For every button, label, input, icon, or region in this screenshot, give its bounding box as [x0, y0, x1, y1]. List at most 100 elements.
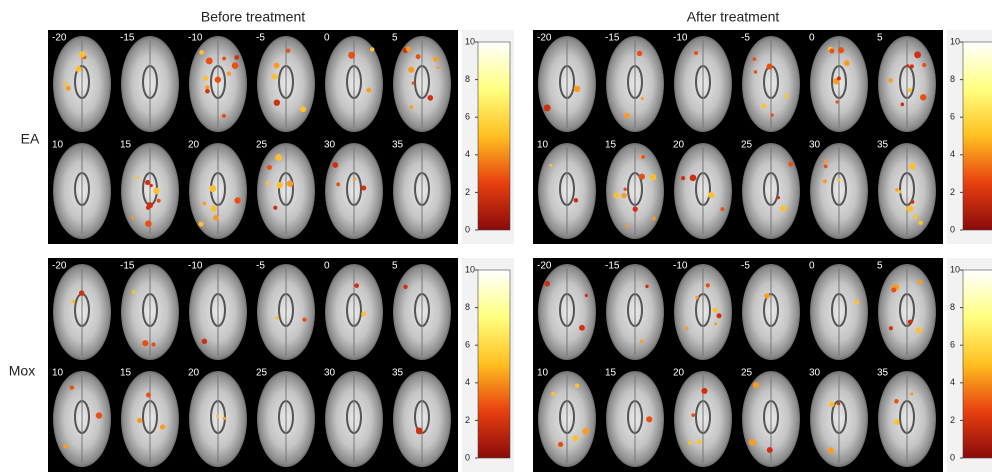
- slice-label: -10: [188, 33, 203, 44]
- slice-label: 25: [741, 140, 753, 151]
- slice-label: -10: [673, 261, 688, 272]
- activation: [918, 220, 923, 225]
- colorbar-tick-label: 4: [950, 377, 955, 387]
- activation: [151, 342, 155, 346]
- activation: [767, 447, 773, 453]
- colorbar-tick-label: 0: [950, 452, 955, 462]
- activation: [332, 162, 338, 168]
- activation: [633, 206, 638, 211]
- activation: [198, 221, 203, 226]
- colorbar-tick-label: 8: [950, 302, 955, 312]
- activation: [549, 164, 552, 167]
- activation: [202, 202, 206, 206]
- slice-label: 10: [537, 140, 549, 151]
- activation: [96, 412, 102, 418]
- activation: [911, 200, 915, 204]
- activation: [302, 317, 306, 321]
- activation: [427, 95, 433, 101]
- activation: [213, 215, 219, 221]
- column-title: After treatment: [687, 9, 780, 25]
- colorbar-tick-label: 2: [465, 415, 470, 425]
- activation: [646, 416, 652, 422]
- slice-label: -5: [256, 261, 265, 272]
- activation: [544, 281, 550, 287]
- activation: [695, 296, 698, 299]
- activation: [137, 418, 142, 423]
- slice-label: -10: [188, 261, 203, 272]
- activation: [909, 163, 916, 170]
- activation: [361, 185, 366, 190]
- activation: [770, 113, 773, 116]
- activation: [408, 67, 414, 73]
- activation: [287, 181, 293, 187]
- activation: [274, 63, 280, 69]
- activation: [575, 384, 579, 388]
- activation: [551, 392, 555, 396]
- activation: [922, 63, 926, 67]
- slice-label: 10: [52, 368, 64, 379]
- activation: [147, 202, 153, 208]
- activation: [713, 307, 718, 312]
- slice-label: 0: [324, 261, 330, 272]
- slice-label: 15: [120, 140, 132, 151]
- activation: [697, 439, 702, 444]
- activation: [613, 193, 619, 199]
- activation: [639, 174, 645, 180]
- activation: [708, 192, 714, 198]
- row-label: Mox: [9, 363, 35, 379]
- slice-label: 10: [537, 368, 549, 379]
- activation: [824, 159, 828, 163]
- activation: [837, 76, 841, 80]
- slice-label: -20: [52, 261, 67, 272]
- slice-label: 5: [877, 261, 883, 272]
- activation: [416, 428, 423, 435]
- activation: [234, 55, 239, 60]
- slice-label: 30: [809, 368, 821, 379]
- slice-label: 30: [324, 368, 336, 379]
- slice-label: -15: [605, 33, 620, 44]
- activation: [66, 86, 71, 91]
- activation: [272, 74, 278, 80]
- slice-label: -10: [673, 33, 688, 44]
- slice-label: 35: [877, 368, 889, 379]
- activation: [354, 283, 359, 288]
- slice-label: 25: [256, 368, 268, 379]
- activation: [215, 77, 221, 83]
- activation: [754, 70, 757, 73]
- figure: Before treatment After treatment EA Mox …: [0, 0, 992, 472]
- activation: [641, 155, 645, 159]
- colorbar-tick-label: 10: [950, 36, 960, 46]
- slice-label: 0: [809, 33, 815, 44]
- activation: [232, 62, 239, 69]
- activation: [131, 216, 134, 219]
- colorbar-tick-label: 4: [465, 377, 470, 387]
- slice-label: 30: [324, 140, 336, 151]
- activation: [273, 206, 277, 210]
- activation: [366, 88, 371, 93]
- slice-label: -15: [605, 261, 620, 272]
- activation: [701, 388, 707, 394]
- slice-label: -20: [52, 33, 67, 44]
- activation: [784, 94, 788, 98]
- activation: [412, 82, 415, 85]
- activation: [891, 288, 896, 293]
- activation: [79, 51, 86, 58]
- activation: [907, 205, 914, 212]
- slice-label: -5: [741, 33, 750, 44]
- activation: [621, 193, 626, 198]
- activation: [717, 313, 722, 318]
- activation: [136, 176, 139, 179]
- activation: [637, 51, 643, 57]
- activation: [836, 100, 839, 103]
- activation: [625, 224, 628, 227]
- activation: [416, 54, 421, 59]
- activation: [544, 104, 551, 111]
- activation: [300, 106, 306, 112]
- colorbar-tick-label: 0: [465, 224, 470, 234]
- slice-label: -15: [120, 261, 135, 272]
- activation: [640, 340, 643, 343]
- activation: [205, 89, 210, 94]
- activation: [714, 322, 717, 325]
- slice-label: 5: [392, 33, 398, 44]
- activation: [203, 76, 208, 81]
